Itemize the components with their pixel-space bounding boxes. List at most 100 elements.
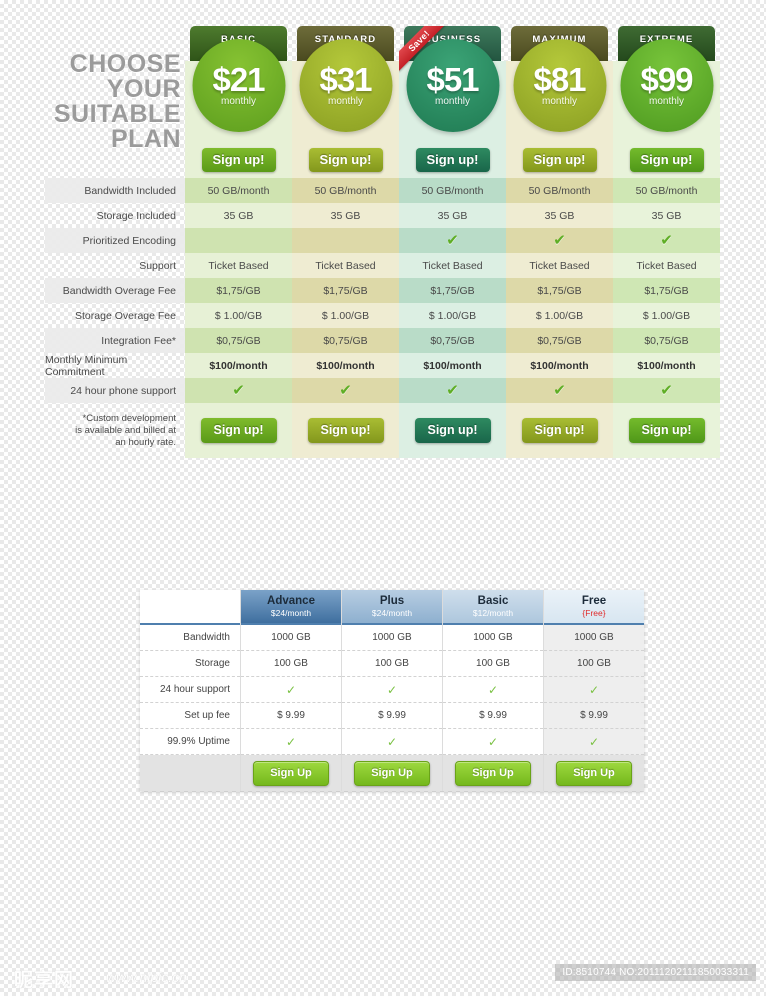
feature-value: $100/month — [292, 353, 399, 378]
watermark-bar: 昵享网 www.nipic.cn ID:8510744 NO:201112021… — [0, 955, 766, 996]
secondary-feature-label: 99.9% Uptime — [140, 729, 240, 755]
feature-value: $ 1.00/GB — [506, 303, 613, 328]
secondary-feature-value: ✓ — [443, 729, 543, 755]
secondary-feature-value: 100 GB — [443, 651, 543, 677]
check-icon: ✓ — [386, 734, 398, 749]
plan-price-area: $51 monthly Sign up! — [399, 39, 506, 178]
plan-price: $21 — [212, 60, 265, 98]
feature-value: 35 GB — [185, 203, 292, 228]
secondary-plan-header: Free {Free} — [544, 590, 644, 625]
plan-price: $51 — [426, 60, 479, 98]
secondary-feature-value: ✓ — [241, 677, 341, 703]
plan-price: $31 — [319, 60, 372, 98]
feature-value: 35 GB — [399, 203, 506, 228]
signup-button-top[interactable]: Sign up! — [415, 148, 490, 172]
check-icon: ✔ — [339, 382, 352, 399]
plan-column-business: Save! BUSINESS $51 monthly Sign up! 50 G… — [399, 26, 506, 458]
check-icon: ✔ — [232, 382, 245, 399]
price-circle: $51 monthly — [406, 39, 499, 132]
plan-column-basic: BASIC $21 monthly Sign up! 50 GB/month35… — [185, 26, 292, 458]
secondary-feature-value: 100 GB — [342, 651, 442, 677]
site-url: www.nipic.cn — [106, 969, 187, 985]
check-icon: ✔ — [660, 382, 673, 399]
check-icon: ✓ — [588, 734, 600, 749]
feature-value: Ticket Based — [613, 253, 720, 278]
feature-value: 35 GB — [613, 203, 720, 228]
feature-value: ✔ — [506, 378, 613, 403]
price-circle: $81 monthly — [513, 39, 606, 132]
secondary-feature-label: Bandwidth — [140, 625, 240, 651]
plan-price-area: $31 monthly Sign up! — [292, 39, 399, 178]
signup-button-bottom[interactable]: Sign up! — [521, 418, 598, 443]
page-title-line-0: CHOOSE — [69, 50, 181, 78]
feature-value: ✔ — [292, 378, 399, 403]
feature-value: $100/month — [506, 353, 613, 378]
secondary-feature-label: 24 hour support — [140, 677, 240, 703]
feature-value: 35 GB — [506, 203, 613, 228]
signup-button-bottom[interactable]: Sign up! — [200, 418, 277, 443]
check-icon: ✓ — [588, 682, 600, 697]
feature-value: Ticket Based — [399, 253, 506, 278]
plan-footer: Sign up! — [399, 403, 506, 458]
feature-value: $ 1.00/GB — [185, 303, 292, 328]
plan-column-extreme: EXTREME $99 monthly Sign up! 50 GB/month… — [613, 26, 720, 458]
feature-value: $0,75/GB — [292, 328, 399, 353]
secondary-signup-button[interactable]: Sign Up — [253, 760, 329, 786]
price-circle: $21 monthly — [192, 39, 285, 132]
signup-button-top[interactable]: Sign up! — [522, 148, 597, 172]
secondary-plan-name: Plus — [379, 594, 405, 607]
feature-value: $1,75/GB — [399, 278, 506, 303]
secondary-plan-footer: Sign Up — [241, 755, 341, 791]
secondary-feature-value: 1000 GB — [241, 625, 341, 651]
secondary-plan-footer: Sign Up — [342, 755, 442, 791]
feature-label: Support — [139, 259, 176, 272]
signup-button-top[interactable]: Sign up! — [629, 148, 704, 172]
feature-value: ✔ — [613, 228, 720, 253]
price-circle: $99 monthly — [620, 39, 713, 132]
plan-price: $81 — [533, 60, 586, 98]
feature-value: 50 GB/month — [185, 178, 292, 203]
signup-button-top[interactable]: Sign up! — [201, 148, 276, 172]
secondary-feature-value: 100 GB — [241, 651, 341, 677]
feature-label: Monthly Minimum Commitment — [45, 353, 128, 378]
secondary-signup-button[interactable]: Sign Up — [556, 760, 632, 786]
feature-value: $1,75/GB — [292, 278, 399, 303]
feature-value: 50 GB/month — [399, 178, 506, 203]
plan-price-area: $81 monthly Sign up! — [506, 39, 613, 178]
signup-button-top[interactable]: Sign up! — [308, 148, 383, 172]
secondary-plan-footer: Sign Up — [443, 755, 543, 791]
secondary-feature-value: ✓ — [342, 729, 442, 755]
feature-value: ✔ — [506, 228, 613, 253]
feature-value: Ticket Based — [292, 253, 399, 278]
secondary-plan-name: Basic — [477, 594, 509, 607]
feature-value: $100/month — [613, 353, 720, 378]
signup-button-bottom[interactable]: Sign up! — [307, 418, 384, 443]
secondary-plan-price: $12/month — [472, 607, 514, 618]
page-title-line-2: SUITABLE — [53, 100, 181, 128]
secondary-feature-value: ✓ — [342, 677, 442, 703]
feature-value: $0,75/GB — [506, 328, 613, 353]
feature-label: Bandwidth Overage Fee — [45, 278, 185, 303]
secondary-feature-value: $ 9.99 — [241, 703, 341, 729]
secondary-feature-label: Storage — [140, 651, 240, 677]
plan-footer: Sign up! — [292, 403, 399, 458]
feature-value — [292, 228, 399, 253]
feature-value: $ 1.00/GB — [399, 303, 506, 328]
plan-period: monthly — [220, 95, 256, 107]
secondary-signup-button[interactable]: Sign Up — [455, 760, 531, 786]
feature-value: $0,75/GB — [185, 328, 292, 353]
plan-price-area: $21 monthly Sign up! — [185, 39, 292, 178]
secondary-plan-price: $24/month — [270, 607, 312, 618]
secondary-signup-button[interactable]: Sign Up — [354, 760, 430, 786]
feature-value: Ticket Based — [185, 253, 292, 278]
feature-label: Integration Fee* — [45, 328, 185, 353]
secondary-feature-label: Set up fee — [140, 703, 240, 729]
secondary-plan-name: Free — [581, 594, 607, 607]
secondary-plan-header: Advance $24/month — [241, 590, 341, 625]
pricing-table-secondary: Bandwidth Storage 24 hour support Set up fe… — [140, 590, 644, 791]
feature-label: Storage Overage Fee — [75, 309, 176, 322]
feature-label: 24 hour phone support — [45, 378, 185, 403]
check-icon: ✓ — [285, 682, 297, 697]
signup-button-bottom[interactable]: Sign up! — [628, 418, 705, 443]
signup-button-bottom[interactable]: Sign up! — [414, 418, 491, 443]
